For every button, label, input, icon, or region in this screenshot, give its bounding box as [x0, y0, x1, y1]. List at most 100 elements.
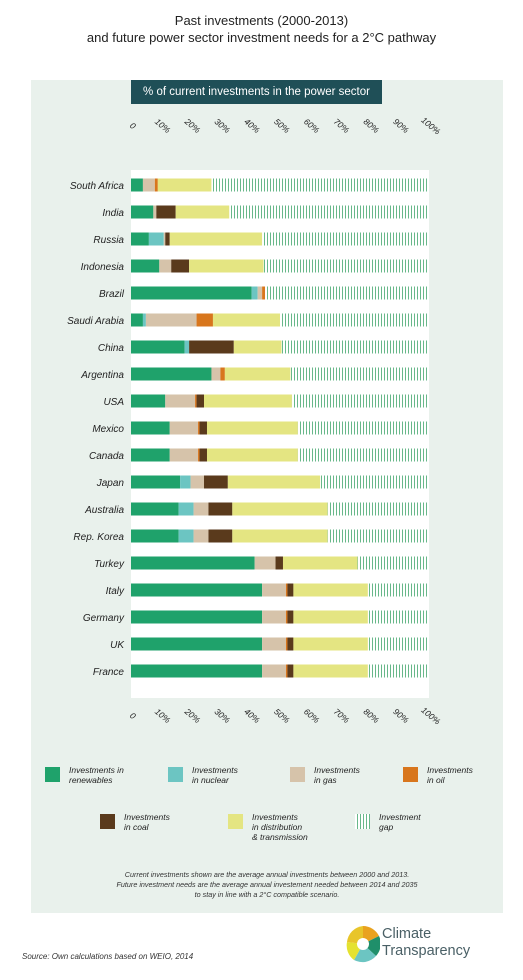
- bar-segment-distribution: [293, 637, 368, 651]
- x-tick-label-top: 20%: [182, 116, 203, 136]
- bar-segment-gap: [367, 610, 429, 624]
- bar-segment-nuclear: [178, 502, 194, 516]
- x-tick-label-bottom: 80%: [362, 706, 382, 725]
- category-label: Japan: [96, 478, 125, 489]
- bar-segment-gas: [159, 259, 172, 273]
- logo-line-2: Transparency: [382, 943, 471, 959]
- x-tick-label-top: 50%: [272, 116, 292, 135]
- category-label: Indonesia: [81, 262, 125, 273]
- bar-segment-coal: [204, 475, 228, 489]
- bar-segment-distribution: [206, 448, 298, 462]
- bar-segment-distribution: [293, 583, 368, 597]
- bar-segment-distribution: [293, 664, 368, 678]
- bar-segment-gap: [357, 556, 429, 570]
- legend-label: Investment: [379, 812, 421, 822]
- legend-label: Investments: [427, 765, 474, 775]
- legend-swatch-nuclear: [168, 767, 183, 782]
- legend-label: & transmission: [252, 832, 308, 842]
- x-tick-label-top: 90%: [391, 116, 411, 135]
- legend-label: Investments: [192, 765, 239, 775]
- bar-segment-gap: [290, 367, 429, 381]
- bar-segment-coal: [196, 394, 205, 408]
- bar-segment-renewables: [131, 205, 154, 219]
- category-label: USA: [103, 397, 124, 408]
- bar-segment-gap: [263, 259, 429, 273]
- bar-segment-distribution: [224, 367, 291, 381]
- category-label: France: [93, 667, 125, 678]
- logo-line-1: Climate: [382, 926, 432, 942]
- bar-segment-renewables: [131, 340, 185, 354]
- legend-swatch-oil: [403, 767, 418, 782]
- bar-segment-gap: [211, 178, 429, 192]
- x-tick-label-bottom: 90%: [391, 706, 411, 725]
- bar-segment-distribution: [282, 556, 358, 570]
- bar-segment-gap: [320, 475, 429, 489]
- bar-segment-coal: [208, 529, 233, 543]
- legend-label: Investments: [252, 812, 299, 822]
- bar-segment-coal: [199, 421, 207, 435]
- legend-swatch-distribution: [228, 814, 243, 829]
- bar-segment-oil: [285, 664, 288, 678]
- bar-segment-gas: [262, 664, 286, 678]
- bar-segment-distribution: [232, 502, 328, 516]
- bar-segment-gap: [229, 205, 429, 219]
- bar-segment-renewables: [131, 367, 212, 381]
- category-label: Russia: [93, 235, 124, 246]
- bar-segment-distribution: [157, 178, 212, 192]
- unit-label: % of current investments in the power se…: [131, 80, 382, 104]
- climate-transparency-logo: Climate Transparency: [346, 924, 506, 968]
- bar-segment-nuclear: [180, 475, 191, 489]
- bar-segment-gap: [297, 421, 429, 435]
- legend-swatch-coal: [100, 814, 115, 829]
- source-note: Source: Own calculations based on WEIO, …: [22, 952, 194, 961]
- legend-label: renewables: [69, 775, 113, 785]
- legend-label: in nuclear: [192, 775, 230, 785]
- bar-segment-coal: [156, 205, 176, 219]
- bar-segment-coal: [287, 664, 294, 678]
- bar-segment-oil: [198, 448, 200, 462]
- x-tick-label-bottom: 60%: [302, 706, 322, 725]
- bar-segment-gas: [165, 394, 196, 408]
- bar-segment-distribution: [233, 340, 282, 354]
- footnote-line-1: Current investments shown are the averag…: [124, 870, 410, 879]
- x-tick-label-top: 40%: [242, 116, 262, 135]
- x-tick-label-top: 10%: [153, 116, 173, 135]
- title-line-1: Past investments (2000-2013): [174, 13, 349, 28]
- x-tick-label-bottom: 50%: [272, 706, 292, 725]
- x-tick-label-top: 0: [128, 120, 138, 131]
- bar-segment-gas: [169, 448, 199, 462]
- category-label: UK: [110, 640, 125, 651]
- x-tick-label-bottom: 30%: [213, 706, 233, 725]
- category-label: Brazil: [99, 289, 125, 300]
- bar-segment-oil: [195, 394, 197, 408]
- bar-segment-coal: [199, 448, 207, 462]
- x-tick-label-bottom: 70%: [332, 706, 352, 725]
- legend-label: Investments: [124, 812, 171, 822]
- bar-segment-oil: [196, 313, 213, 327]
- category-label: Saudi Arabia: [67, 316, 124, 327]
- bar-segment-distribution: [232, 529, 328, 543]
- bar-segment-gas: [211, 367, 221, 381]
- bar-segment-renewables: [131, 529, 179, 543]
- footnote-line-2: Future investment needs are the average …: [116, 880, 418, 889]
- bar-segment-gap: [367, 637, 429, 651]
- bar-segment-distribution: [175, 205, 230, 219]
- bar-segment-gas: [193, 529, 209, 543]
- bar-segment-renewables: [131, 664, 263, 678]
- bar-segment-distribution: [227, 475, 321, 489]
- bar-segment-gap: [262, 232, 429, 246]
- footnote-line-3: to stay in line with a 2°C compatible sc…: [194, 890, 340, 899]
- logo-text: Climate Transparency: [382, 926, 470, 960]
- x-tick-label-bottom: 10%: [153, 706, 173, 725]
- bar-segment-gas: [257, 286, 263, 300]
- category-label: South Africa: [70, 181, 125, 192]
- bar-segment-gas: [262, 637, 286, 651]
- bar-segment-renewables: [131, 178, 143, 192]
- bar-segment-oil: [262, 286, 266, 300]
- bar-segment-coal: [165, 232, 170, 246]
- x-tick-label-bottom: 40%: [242, 706, 262, 725]
- x-tick-label-top: 60%: [302, 116, 322, 135]
- bar-segment-gas: [262, 583, 286, 597]
- x-tick-label-bottom: 0: [128, 710, 138, 721]
- bar-segment-oil: [285, 637, 288, 651]
